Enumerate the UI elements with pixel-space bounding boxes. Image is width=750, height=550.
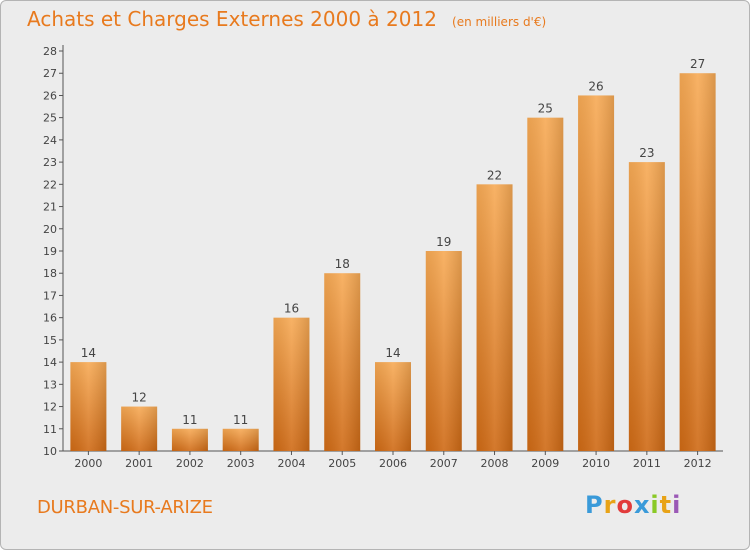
x-tick-label: 2007 (430, 457, 458, 470)
brand-logo: Proxiti (585, 491, 681, 519)
x-tick-label: 2012 (684, 457, 712, 470)
brand-logo-letter: o (616, 491, 634, 519)
brand-logo-letter: i (650, 491, 660, 519)
bar-shading (121, 406, 158, 451)
data-label: 26 (588, 79, 603, 93)
y-tick-label: 16 (43, 312, 57, 325)
y-tick-label: 23 (43, 156, 57, 169)
bar-shading (679, 73, 716, 451)
chart-title-main: Achats et Charges Externes 2000 à 2012 (27, 7, 437, 31)
y-tick-label: 20 (43, 223, 57, 236)
brand-logo-letter: i (672, 491, 682, 519)
data-label: 22 (487, 168, 502, 182)
data-label: 14 (385, 346, 400, 360)
chart-bars (70, 73, 716, 452)
data-label: 12 (132, 391, 147, 405)
bar-shading (375, 362, 411, 451)
y-tick-label: 24 (43, 134, 57, 147)
y-tick-label: 14 (43, 356, 57, 369)
chart-axes: 10 11 12 13 14 15 16 17 18 19 20 21 22 23 24 25 26 27 28 (43, 45, 723, 458)
y-tick-label: 12 (43, 401, 57, 414)
y-tick-label: 26 (43, 89, 57, 102)
data-label: 14 (81, 346, 96, 360)
place-name: DURBAN-SUR-ARIZE (37, 497, 213, 518)
bar-shading (222, 428, 259, 451)
brand-logo-letter: x (633, 491, 651, 519)
x-tick-label: 2005 (328, 457, 356, 470)
x-tick-label: 2006 (379, 457, 407, 470)
bar-shading (628, 162, 665, 451)
y-tick-label: 17 (43, 289, 57, 302)
x-tick-label: 2010 (582, 457, 610, 470)
x-tick-label: 2004 (277, 457, 305, 470)
brand-logo-letter: t (659, 491, 673, 519)
x-tick-label: 2009 (531, 457, 559, 470)
x-tick-label: 2001 (125, 457, 153, 470)
y-tick-label: 27 (43, 67, 57, 80)
y-tick-label: 15 (43, 334, 57, 347)
bar-shading (273, 317, 310, 451)
data-label: 11 (233, 413, 248, 427)
bar-shading (578, 95, 615, 451)
brand-logo-letter: P (585, 491, 604, 519)
chart-labels: 14 2000 12 2001 11 2002 11 2003 16 2004 18 2005 14 20… (74, 57, 711, 470)
bar-shading (324, 273, 361, 451)
chart-title-unit: (en milliers d'€) (452, 15, 547, 29)
y-tick-label: 22 (43, 178, 57, 191)
x-tick-label: 2008 (481, 457, 509, 470)
x-tick-label: 2000 (74, 457, 102, 470)
data-label: 25 (538, 102, 553, 116)
data-label: 27 (690, 57, 705, 71)
y-tick-label: 13 (43, 378, 57, 391)
x-tick-label: 2011 (633, 457, 661, 470)
y-tick-label: 11 (43, 423, 57, 436)
brand-logo-letter: r (603, 491, 617, 519)
y-tick-label: 18 (43, 267, 57, 280)
data-label: 23 (639, 146, 654, 160)
chart-title: Achats et Charges Externes 2000 à 2012 (… (27, 7, 546, 31)
y-tick-label: 21 (43, 201, 57, 214)
y-tick-label: 19 (43, 245, 57, 258)
data-label: 16 (284, 302, 299, 316)
bar-shading (527, 117, 564, 452)
y-tick-label: 28 (43, 45, 57, 58)
bar-shading (70, 362, 107, 451)
bar-shading (171, 428, 208, 451)
x-tick-label: 2003 (227, 457, 255, 470)
data-label: 11 (182, 413, 197, 427)
bar-shading (425, 251, 462, 451)
y-tick-label: 10 (43, 445, 57, 458)
data-label: 18 (335, 257, 350, 271)
data-label: 19 (436, 235, 451, 249)
bar-shading (476, 184, 513, 452)
y-tick-label: 25 (43, 112, 57, 125)
x-tick-label: 2002 (176, 457, 204, 470)
